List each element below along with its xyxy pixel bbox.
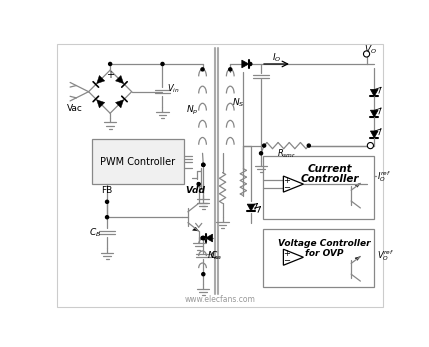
Circle shape bbox=[202, 273, 205, 276]
Circle shape bbox=[307, 144, 310, 147]
Polygon shape bbox=[97, 100, 105, 108]
Polygon shape bbox=[370, 110, 378, 117]
Circle shape bbox=[202, 236, 205, 239]
Text: Voltage Controller: Voltage Controller bbox=[278, 239, 371, 248]
Polygon shape bbox=[242, 60, 249, 68]
Polygon shape bbox=[370, 90, 378, 96]
Polygon shape bbox=[205, 234, 212, 242]
Circle shape bbox=[263, 144, 266, 147]
Polygon shape bbox=[115, 75, 124, 84]
Polygon shape bbox=[355, 183, 360, 187]
Circle shape bbox=[202, 163, 205, 166]
Polygon shape bbox=[193, 227, 199, 231]
Polygon shape bbox=[247, 204, 255, 211]
Text: $C_a$: $C_a$ bbox=[210, 249, 221, 262]
Text: Vac: Vac bbox=[67, 104, 83, 113]
Circle shape bbox=[363, 51, 370, 57]
FancyBboxPatch shape bbox=[57, 44, 383, 306]
Text: for OVP: for OVP bbox=[305, 249, 344, 258]
Circle shape bbox=[260, 152, 263, 155]
Text: $N_a$: $N_a$ bbox=[207, 250, 219, 262]
Polygon shape bbox=[284, 176, 303, 192]
Text: $N_S$: $N_S$ bbox=[232, 96, 244, 109]
Text: Current: Current bbox=[308, 164, 352, 174]
Bar bbox=[263, 155, 374, 219]
Circle shape bbox=[201, 236, 204, 239]
Circle shape bbox=[202, 236, 205, 239]
Text: $I_O$: $I_O$ bbox=[272, 52, 281, 64]
Text: PWM Controller: PWM Controller bbox=[100, 157, 175, 167]
Circle shape bbox=[229, 68, 232, 71]
Circle shape bbox=[106, 215, 109, 219]
Text: $V_O$: $V_O$ bbox=[364, 43, 377, 56]
Text: FB: FB bbox=[101, 186, 113, 195]
Text: +: + bbox=[283, 249, 290, 258]
Circle shape bbox=[106, 200, 109, 203]
Text: $C_B$: $C_B$ bbox=[89, 226, 101, 239]
Text: Vdd: Vdd bbox=[186, 186, 205, 195]
Polygon shape bbox=[97, 75, 105, 84]
Polygon shape bbox=[370, 131, 378, 138]
Circle shape bbox=[201, 68, 204, 71]
Text: $V_O^{ref}$: $V_O^{ref}$ bbox=[377, 248, 394, 263]
Polygon shape bbox=[284, 249, 303, 265]
Text: www.elecfans.com: www.elecfans.com bbox=[184, 295, 255, 304]
Bar bbox=[263, 229, 374, 287]
Text: +: + bbox=[283, 176, 290, 185]
Circle shape bbox=[249, 62, 252, 66]
Polygon shape bbox=[115, 100, 124, 108]
Circle shape bbox=[161, 62, 164, 66]
Circle shape bbox=[367, 143, 374, 149]
Text: $R_{smr}$: $R_{smr}$ bbox=[277, 147, 296, 160]
Text: −: − bbox=[283, 183, 290, 192]
Text: Controller: Controller bbox=[301, 174, 359, 184]
Text: $I_O^{ref}$: $I_O^{ref}$ bbox=[377, 169, 390, 184]
Circle shape bbox=[197, 183, 200, 186]
Text: +: + bbox=[106, 70, 114, 80]
Polygon shape bbox=[355, 256, 360, 260]
Circle shape bbox=[109, 62, 112, 66]
Bar bbox=[92, 139, 184, 184]
Circle shape bbox=[202, 163, 205, 166]
Text: −: − bbox=[283, 256, 290, 265]
Text: $V_{in}$: $V_{in}$ bbox=[167, 82, 180, 95]
Text: $N_p$: $N_p$ bbox=[185, 104, 198, 117]
